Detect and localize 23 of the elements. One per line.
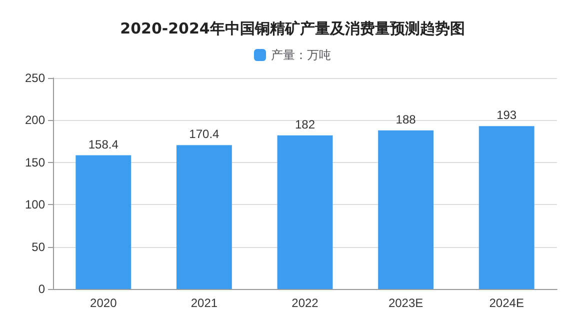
chart-title: 2020-2024年中国铜精矿产量及消费量预测趋势图 [120,20,465,38]
x-tick-label: 2022 [292,296,319,310]
y-tick-label: 0 [38,282,46,296]
y-tick-label: 200 [24,113,46,128]
bar [277,135,333,289]
data-label: 170.4 [189,127,220,142]
bar [176,145,232,289]
data-label: 182 [294,117,316,132]
bar [76,155,132,289]
x-tick-label: 2024E [489,296,524,310]
x-tick-label: 2021 [190,296,218,310]
y-tick-label: 250 [24,71,46,85]
y-tick-label: 50 [32,240,46,254]
data-label: 188 [396,112,416,126]
bar [378,130,434,289]
x-tick-label: 2020 [90,296,118,310]
data-label: 158.4 [88,137,119,152]
y-tick-label: 100 [24,198,46,212]
x-tick-label: 2023E [388,296,424,310]
bar [478,126,534,289]
y-tick-label: 150 [24,155,46,170]
data-label: 193 [496,108,517,122]
legend-label: 产量：万吨 [271,48,331,62]
